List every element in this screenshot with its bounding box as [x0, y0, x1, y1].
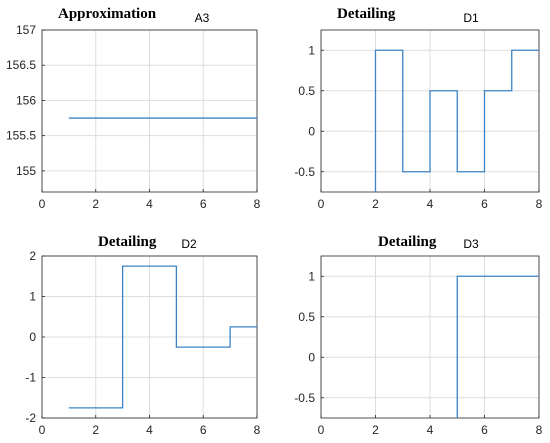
x-tick-label: 0 — [318, 423, 325, 437]
x-tick-label: 8 — [536, 423, 543, 437]
x-tick-label: 2 — [372, 423, 379, 437]
y-tick-label: 0 — [29, 330, 36, 344]
x-tick-label: 4 — [146, 423, 153, 437]
x-tick-label: 0 — [39, 197, 46, 211]
y-tick-label: 1 — [29, 290, 36, 304]
y-tick-label: 2 — [29, 249, 36, 263]
y-tick-label: 1 — [308, 269, 315, 283]
x-tick-label: 6 — [200, 197, 207, 211]
panel-d3: 0 2 4 6 8 -0.5 0 0.5 1 Detailing D3 — [294, 234, 542, 437]
y-tick-label: 0 — [308, 350, 315, 364]
x-tick-label: 2 — [372, 197, 379, 211]
panel-title: D1 — [463, 11, 479, 25]
y-tick-label: 157 — [16, 23, 36, 37]
x-tick-label: 6 — [481, 197, 488, 211]
x-tick-label: 6 — [481, 423, 488, 437]
panel-caption: Approximation — [58, 6, 157, 22]
series-line-d3 — [456, 275, 539, 418]
panel-caption: Detailing — [337, 6, 396, 22]
panel-caption: Detailing — [98, 234, 157, 250]
y-tick-label: 155 — [16, 164, 36, 178]
panel-d1: 0 2 4 6 8 -0.5 0 0.5 1 Detailing D1 — [294, 6, 542, 211]
series-line-d1 — [374, 49, 539, 192]
y-tick-label: 156.5 — [6, 58, 36, 72]
x-tick-label: 8 — [536, 197, 543, 211]
panel-title: A3 — [195, 11, 210, 25]
x-tick-label: 6 — [200, 423, 207, 437]
x-tick-label: 2 — [92, 423, 99, 437]
y-tick-label: -0.5 — [294, 165, 315, 179]
y-tick-label: 156 — [16, 93, 36, 107]
y-tick-label: 0.5 — [298, 310, 315, 324]
y-tick-label: -1 — [25, 371, 36, 385]
panel-d2: 0 2 4 6 8 -2 -1 0 1 2 Detailing D2 — [25, 234, 260, 437]
x-tick-label: 0 — [318, 197, 325, 211]
x-tick-label: 4 — [146, 197, 153, 211]
y-tick-label: -2 — [25, 411, 36, 425]
x-tick-label: 8 — [254, 197, 261, 211]
x-tick-label: 4 — [427, 197, 434, 211]
x-tick-label: 4 — [427, 423, 434, 437]
panel-a3: 0 2 4 6 8 155 155.5 156 156.5 157 Approximation A3 — [6, 6, 261, 211]
x-tick-label: 8 — [254, 423, 261, 437]
y-tick-label: 0 — [308, 124, 315, 138]
y-tick-label: 0.5 — [298, 84, 315, 98]
panel-title: D2 — [181, 237, 197, 251]
panel-caption: Detailing — [378, 234, 437, 250]
y-tick-label: -0.5 — [294, 391, 315, 405]
panel-title: D3 — [463, 237, 479, 251]
x-tick-label: 2 — [92, 197, 99, 211]
y-tick-label: 1 — [308, 43, 315, 57]
x-tick-label: 0 — [39, 423, 46, 437]
series-line-d2 — [68, 265, 257, 409]
y-tick-label: 155.5 — [6, 129, 36, 143]
